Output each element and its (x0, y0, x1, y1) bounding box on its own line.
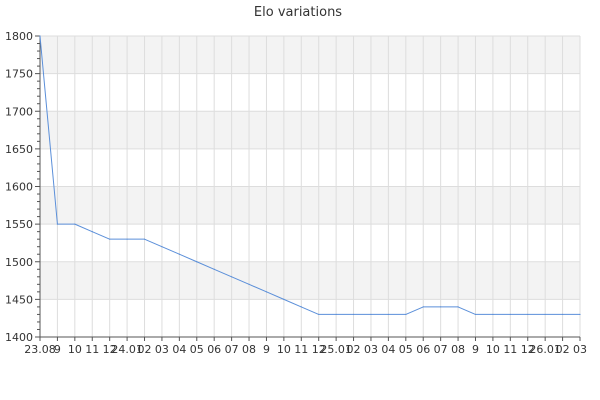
data-point (231, 276, 233, 278)
data-point (474, 313, 477, 316)
data-point (300, 306, 302, 308)
data-point (561, 313, 564, 316)
grid-lines (40, 35, 581, 338)
x-tick-label: 10 (277, 343, 291, 356)
background-band (40, 111, 580, 149)
x-tick-label: 02 (556, 343, 570, 356)
data-point (91, 231, 93, 233)
x-tick-label: 12 (312, 343, 326, 356)
x-tick-label: 26.01 (529, 343, 561, 356)
background-bands (40, 36, 580, 300)
y-tick-label: 1750 (5, 68, 33, 81)
x-tick-label: 02 (138, 343, 152, 356)
background-band (40, 36, 580, 74)
x-tick-label: 23.08 (24, 343, 56, 356)
background-band (40, 186, 580, 225)
x-tick-label: 05 (190, 343, 204, 356)
series-layer (39, 35, 581, 316)
data-point (56, 223, 59, 225)
x-tick-label: 05 (399, 343, 413, 356)
x-tick-label: 03 (155, 343, 169, 356)
data-point (143, 238, 146, 240)
data-point (318, 313, 320, 316)
x-tick-label: 03 (364, 343, 378, 356)
data-point (492, 313, 494, 316)
data-point (527, 313, 529, 316)
x-tick-label: 9 (54, 343, 61, 356)
x-tick-label: 06 (207, 343, 221, 356)
x-tick-label: 11 (503, 343, 517, 356)
x-tick-label: 24.01 (111, 343, 143, 356)
y-tick-label: 1400 (5, 331, 33, 344)
data-point (39, 35, 41, 37)
x-tick-label: 12 (521, 343, 535, 356)
x-tick-label: 11 (85, 343, 99, 356)
background-band (40, 261, 580, 300)
x-tick-label: 04 (172, 343, 186, 356)
data-point (213, 268, 215, 270)
x-tick-label: 12 (103, 343, 117, 356)
data-point (283, 298, 285, 300)
x-tick-label: 9 (472, 343, 479, 356)
data-point (109, 238, 111, 240)
x-tick-label: 10 (486, 343, 500, 356)
x-tick-label: 07 (225, 343, 239, 356)
data-point (352, 313, 355, 316)
chart-title: Elo variations (254, 5, 342, 20)
y-tick-label: 1450 (5, 293, 33, 306)
y-tick-label: 1550 (5, 218, 33, 231)
x-tick-label: 10 (68, 343, 82, 356)
data-point (161, 246, 163, 248)
x-tick-label: 9 (263, 343, 270, 356)
data-point (126, 238, 128, 240)
y-tick-label: 1500 (5, 256, 33, 269)
x-tick-label: 11 (294, 343, 308, 356)
data-point (370, 313, 372, 316)
x-tick-label: 25.01 (320, 343, 352, 356)
data-point (248, 283, 250, 285)
x-tick-label: 02 (347, 343, 361, 356)
y-tick-label: 1600 (5, 181, 33, 194)
data-point (544, 313, 546, 316)
x-tick-label: 06 (416, 343, 430, 356)
y-tick-label: 1700 (5, 105, 33, 118)
data-point (579, 313, 581, 316)
y-tick-label: 1800 (5, 30, 33, 43)
data-point (265, 291, 268, 293)
data-point (422, 306, 424, 308)
data-point (335, 313, 337, 316)
data-point (178, 253, 180, 255)
x-tick-label: 08 (451, 343, 465, 356)
x-tick-label: 08 (242, 343, 256, 356)
x-tick-label: 04 (381, 343, 395, 356)
elo-series-line (39, 35, 580, 315)
data-point (440, 306, 442, 308)
y-axis-ticks: 1400 1450 1500 1550 1600 1650 1700 1750 1800 (5, 30, 40, 344)
data-point (74, 223, 76, 225)
data-point (457, 306, 459, 308)
y-tick-label: 1650 (5, 143, 33, 156)
data-point (405, 313, 407, 316)
x-tick-label: 07 (434, 343, 448, 356)
data-point (387, 313, 389, 316)
data-point (509, 313, 511, 316)
data-point (196, 261, 198, 263)
x-tick-label: 03 (573, 343, 587, 356)
